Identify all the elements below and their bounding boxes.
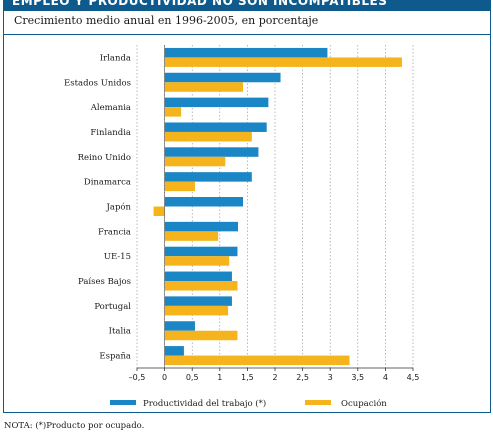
bar-productividad — [164, 172, 252, 182]
bar-productividad — [164, 147, 259, 157]
bar-productividad — [164, 346, 184, 356]
category-label: Francia — [98, 227, 131, 237]
title-banner: EMPLEO Y PRODUCTIVIDAD NO SON INCOMPATIB… — [4, 0, 490, 11]
bar-productividad — [164, 197, 243, 207]
chart-title: EMPLEO Y PRODUCTIVIDAD NO SON INCOMPATIB… — [12, 0, 388, 8]
x-axis: –0,5 0 0,5 1 1,5 2 2,5 3 3,5 4 4,5 — [129, 367, 420, 382]
x-tick-label: –0,5 — [129, 373, 146, 382]
bar-ocupacion — [164, 281, 238, 291]
bar-ocupacion — [164, 330, 238, 341]
category-label: Dinamarca — [84, 178, 131, 188]
bar-ocupacion — [164, 107, 182, 117]
bar-ocupacion — [164, 355, 350, 366]
category-label: UE-15 — [104, 252, 131, 262]
bar-productividad — [164, 296, 232, 306]
x-tick-label: 1 — [217, 373, 222, 382]
x-tick-label: 3 — [328, 373, 333, 382]
bar-ocupacion — [153, 206, 165, 216]
bar-ocupacion — [164, 156, 226, 167]
bar-productividad — [164, 321, 195, 331]
bar-ocupacion — [164, 131, 252, 142]
x-tick-label: 4,5 — [407, 373, 420, 382]
bar-ocupacion — [164, 181, 195, 192]
category-label: Finlandia — [90, 128, 131, 138]
bar-ocupacion — [164, 57, 402, 67]
x-tick-label: 3,5 — [351, 373, 364, 382]
bar-ocupacion — [164, 256, 230, 266]
bar-ocupacion — [164, 305, 229, 316]
category-label: Irlanda — [100, 53, 131, 63]
x-tick-label: 1,5 — [241, 373, 254, 382]
legend-label-ocupacion: Ocupación — [341, 398, 387, 409]
category-label: Italia — [109, 327, 131, 337]
x-tick-label: 2,5 — [296, 373, 309, 382]
category-label: Alemania — [90, 103, 131, 113]
bar-ocupacion — [164, 82, 243, 92]
legend-label-productividad: Productividad del trabajo (*) — [143, 398, 266, 409]
category-label: Países Bajos — [78, 276, 131, 287]
category-label: Reino Unido — [78, 153, 131, 163]
bars — [153, 45, 402, 368]
x-tick-label: 0,5 — [186, 373, 199, 382]
bar-productividad — [164, 246, 238, 257]
bar-productividad — [164, 122, 267, 132]
bar-productividad — [164, 47, 328, 58]
legend: Productividad del trabajo (*) Ocupación — [110, 398, 387, 409]
bar-productividad — [164, 271, 232, 282]
category-label: Estados Unidos — [64, 78, 131, 88]
footnote: NOTA: (*)Producto por ocupado. — [4, 421, 145, 431]
category-label: España — [99, 352, 131, 362]
x-tick-label: 4 — [383, 373, 388, 382]
bar-productividad — [164, 221, 239, 232]
category-label: Portugal — [94, 302, 131, 312]
legend-swatch-ocupacion — [305, 400, 331, 405]
legend-swatch-productividad — [110, 400, 136, 405]
chart-subtitle: Crecimiento medio anual en 1996-2005, en… — [14, 14, 319, 27]
category-labels: Irlanda Estados Unidos Alemania Finlandia Re… — [64, 53, 131, 361]
x-tick-label: 0 — [162, 373, 167, 382]
bar-productividad — [164, 72, 281, 83]
header-divider — [4, 34, 490, 35]
category-label: Japón — [105, 202, 131, 213]
bar-ocupacion — [164, 231, 219, 241]
x-tick-label: 2 — [272, 373, 277, 382]
bar-productividad — [164, 97, 269, 108]
chart-frame: EMPLEO Y PRODUCTIVIDAD NO SON INCOMPATIB… — [3, 0, 491, 413]
